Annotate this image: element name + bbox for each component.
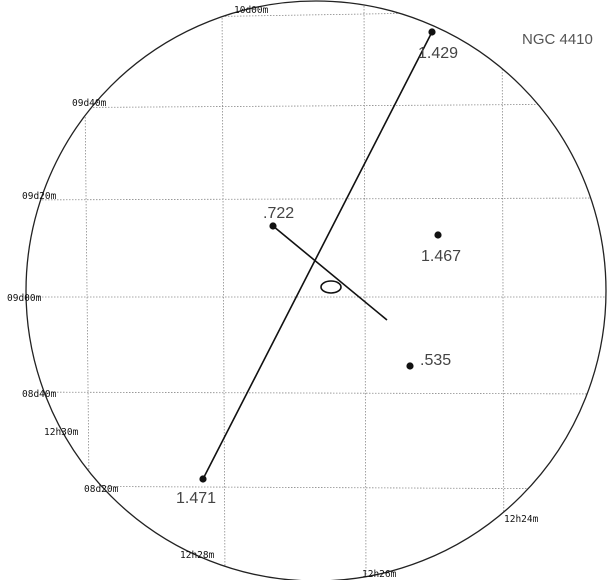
object-label-1429: 1.429 [418,45,458,62]
ra-label-12h24m: 12h24m [504,514,539,525]
object-label-1467: 1.467 [421,248,461,265]
object-title: NGC 4410 [522,31,593,48]
axis-line-722-535 [272,225,388,321]
field-circle [25,0,607,580]
ra-label-12h28m: 12h28m [180,550,215,561]
dec-label-08d20m: 08d20m [84,484,119,495]
object-dot-1467 [434,231,442,239]
ra-label-12h26m: 12h26m [362,569,397,580]
object-label-722: .722 [263,205,294,222]
dec-label-08d40m: 08d40m [22,389,57,400]
central-galaxy-ellipse [320,280,342,294]
dec-label-09d00m: 09d00m [7,293,42,304]
dec-label-10d00m: 10d00m [234,5,269,16]
object-dot-535 [406,362,414,370]
axis-line-1429-1471 [202,31,433,480]
object-dot-1471 [199,475,207,483]
dec-label-09d20m: 09d20m [22,191,57,202]
object-label-1471: 1.471 [176,490,216,507]
object-dot-1429 [428,28,436,36]
object-label-535: .535 [420,352,451,369]
ra-label-12h30m: 12h30m [44,427,79,438]
object-dot-722 [269,222,277,230]
dec-label-09d40m: 09d40m [72,98,107,109]
